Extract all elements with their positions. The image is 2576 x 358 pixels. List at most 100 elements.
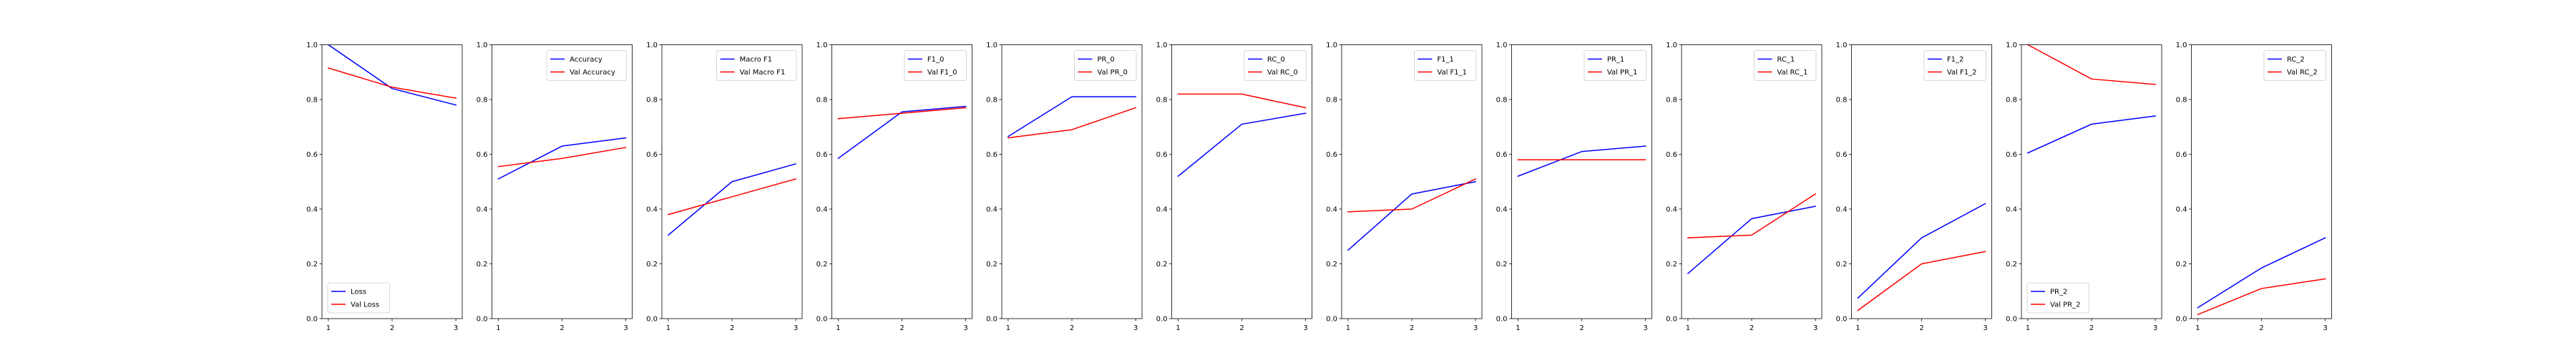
axes-frame [1341,44,1483,319]
series-line [1517,145,1646,178]
y-tick-label: 0.0 [986,316,997,324]
legend: Accuracy Val Accuracy [546,50,627,81]
x-tick-label: 3 [2153,324,2157,332]
legend-label: PR_0 [1097,56,1114,64]
legend-box [2263,50,2326,81]
x-tick-label: 3 [1473,324,1478,332]
y-tick-label: 0.6 [1836,151,1848,159]
x-tick-label: 1 [2026,324,2030,332]
x-tick-label: 3 [1983,324,1987,332]
legend-label: Val RC_2 [2287,69,2318,77]
legend-label: Val PR_0 [1097,69,1128,77]
y-tick-label: 0.0 [477,316,488,324]
legend-box [1244,50,1307,81]
y-tick-label: 0.8 [986,97,997,105]
series-line [327,67,457,99]
legend-label: RC_1 [1777,56,1795,64]
y-tick-label: 1.0 [1666,42,1677,49]
legend-label: Val PR_2 [2050,301,2081,309]
y-tick-label: 0.6 [986,151,997,159]
y-tick-label: 1.0 [1496,42,1508,49]
legend-label: Val F1_1 [1437,69,1467,77]
series-line [1857,203,1986,299]
x-tick-label: 1 [836,324,840,332]
y-tick-label: 0.2 [1326,261,1337,268]
x-tick-label: 1 [1855,324,1860,332]
x-tick-label: 2 [1410,324,1414,332]
x-tick-label: 1 [2195,324,2200,332]
series-line [667,178,797,216]
y-tick-label: 0.0 [1156,316,1168,324]
y-tick-label: 1.0 [2006,42,2017,49]
x-tick-label: 2 [560,324,564,332]
axes-frame [1511,44,1652,319]
y-tick-label: 0.4 [1326,206,1337,214]
y-tick-label: 0.2 [646,261,658,268]
y-tick-label: 1.0 [986,42,997,49]
y-tick-label: 0.2 [306,261,318,268]
legend-label: RC_2 [2287,56,2305,64]
y-tick-label: 0.0 [1666,316,1677,324]
y-tick-label: 0.2 [2006,261,2017,268]
x-tick-label: 3 [623,324,628,332]
y-tick-label: 1.0 [1326,42,1337,49]
y-tick-label: 0.2 [477,261,488,268]
axes-frame [1171,44,1312,319]
subplot: 0.0 0.2 0.4 0.6 0.8 1.0 1 2 3 RC_2 Val RC_2 [2176,42,2332,332]
y-tick-label: 0.4 [1836,206,1848,214]
y-tick-label: 0.8 [2006,97,2017,105]
series-line [667,163,797,236]
legend-box [1923,50,1986,81]
y-tick-label: 0.6 [1496,151,1508,159]
series-line [1857,251,1986,311]
x-tick-label: 1 [1516,324,1520,332]
subplot: 0.0 0.2 0.4 0.6 0.8 1.0 1 2 3 PR_1 Val PR_1 [1496,42,1652,332]
y-tick-label: 0.0 [816,316,828,324]
x-tick-label: 3 [2323,324,2327,332]
legend: F1_1 Val F1_1 [1414,50,1477,81]
legend-label: Loss [351,289,366,296]
legend-label: F1_0 [927,56,944,64]
series-line [1007,96,1136,137]
axes-frame [2191,44,2332,319]
y-tick-label: 0.6 [646,151,658,159]
y-tick-label: 1.0 [1836,42,1848,49]
subplot: 0.0 0.2 0.4 0.6 0.8 1.0 1 2 3 PR_0 Val PR_0 [986,42,1143,332]
x-tick-label: 2 [1750,324,1754,332]
y-tick-label: 0.8 [1156,97,1168,105]
y-tick-label: 0.0 [2006,316,2017,324]
y-tick-label: 0.4 [2006,206,2017,214]
x-tick-label: 2 [1579,324,1584,332]
x-tick-label: 3 [1303,324,1307,332]
legend: Macro F1 Val Macro F1 [716,50,797,81]
subplot: 0.0 0.2 0.4 0.6 0.8 1.0 1 2 3 RC_0 Val RC_0 [1156,42,1312,332]
x-tick-label: 3 [1813,324,1818,332]
series-line [1347,178,1477,213]
subplot: 0.0 0.2 0.4 0.6 0.8 1.0 1 2 3 Loss Val Loss [306,42,463,332]
series-line [2197,278,2326,316]
legend-label: Val F1_2 [1947,69,1977,77]
y-tick-label: 0.6 [1666,151,1677,159]
legend: RC_0 Val RC_0 [1244,50,1307,81]
legend-box [327,282,390,314]
legend-label: Val RC_1 [1777,69,1807,77]
y-tick-label: 0.4 [1496,206,1508,214]
y-tick-label: 0.4 [646,206,658,214]
x-tick-label: 1 [1006,324,1010,332]
legend: Loss Val Loss [327,282,390,314]
y-tick-label: 0.6 [2006,151,2017,159]
y-tick-label: 0.0 [306,316,318,324]
axes-frame [661,44,803,319]
series-line [497,137,627,180]
x-tick-label: 2 [2259,324,2263,332]
axes-frame [1681,44,1823,319]
legend-label: Macro F1 [740,56,773,64]
y-tick-label: 0.4 [1156,206,1168,214]
y-tick-label: 0.6 [1156,151,1168,159]
axes-frame [321,44,463,319]
x-tick-label: 1 [1346,324,1350,332]
y-tick-label: 0.8 [816,97,828,105]
x-tick-label: 2 [1070,324,1074,332]
y-tick-label: 1.0 [477,42,488,49]
